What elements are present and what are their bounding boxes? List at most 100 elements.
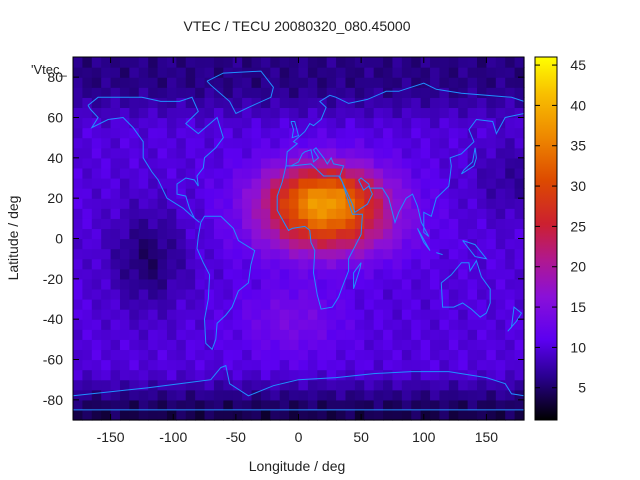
heatmap-cell: [373, 67, 384, 78]
heatmap-cell: [166, 117, 177, 129]
heatmap-cell: [495, 147, 506, 159]
heatmap-cell: [260, 409, 271, 421]
heatmap-cell: [420, 329, 431, 340]
heatmap-cell: [138, 248, 149, 260]
series-key-label: 'Vtec_: [31, 62, 67, 77]
heatmap-cell: [129, 319, 140, 330]
heatmap-cell: [458, 339, 469, 351]
heatmap-cell: [91, 339, 102, 351]
heatmap-cell: [232, 188, 243, 199]
heatmap-cell: [439, 167, 450, 179]
heatmap-cell: [166, 77, 177, 88]
heatmap-cell: [317, 147, 328, 159]
heatmap-cell: [166, 147, 177, 159]
heatmap-cell: [129, 389, 140, 401]
heatmap-cell: [411, 178, 422, 189]
heatmap-cell: [495, 389, 506, 401]
heatmap-cell: [101, 409, 112, 421]
heatmap-cell: [91, 278, 102, 290]
heatmap-cell: [354, 107, 365, 119]
heatmap-cell: [279, 127, 290, 139]
heatmap-cell: [260, 97, 271, 109]
heatmap-cell: [486, 147, 497, 159]
heatmap-cell: [119, 178, 130, 189]
heatmap-cell: [505, 309, 516, 320]
heatmap-cell: [101, 329, 112, 340]
heatmap-cell: [289, 97, 300, 109]
heatmap-cell: [307, 278, 318, 290]
heatmap-cell: [495, 309, 506, 320]
heatmap-cell: [458, 137, 469, 149]
heatmap-cell: [307, 167, 318, 179]
heatmap-cell: [289, 299, 300, 310]
heatmap-cell: [129, 117, 140, 129]
heatmap-cell: [279, 309, 290, 320]
heatmap-cell: [185, 178, 196, 189]
heatmap-cell: [467, 97, 478, 109]
heatmap-cell: [213, 67, 224, 78]
heatmap-cell: [204, 288, 215, 300]
heatmap-cell: [392, 329, 403, 340]
heatmap-cell: [73, 107, 83, 119]
heatmap-cell: [223, 339, 234, 351]
heatmap-cell: [110, 309, 121, 320]
heatmap-cell: [270, 258, 281, 270]
heatmap-cell: [279, 198, 290, 209]
heatmap-cell: [392, 248, 403, 260]
heatmap-cell: [166, 399, 177, 411]
heatmap-cell: [223, 349, 234, 361]
heatmap-cell: [383, 349, 394, 361]
heatmap-cell: [138, 147, 149, 159]
heatmap-cell: [495, 349, 506, 361]
heatmap-cell: [232, 339, 243, 351]
heatmap-cell: [91, 369, 102, 381]
heatmap-cell: [232, 409, 243, 421]
heatmap-cell: [420, 288, 431, 300]
heatmap-cell: [383, 208, 394, 219]
heatmap-cell: [242, 57, 253, 68]
heatmap-cell: [82, 369, 93, 381]
heatmap-cell: [411, 379, 422, 391]
heatmap-cell: [373, 97, 384, 109]
heatmap-cell: [119, 369, 130, 381]
heatmap-cell: [82, 67, 93, 78]
heatmap-cell: [430, 147, 441, 159]
heatmap-cell: [401, 359, 412, 371]
heatmap-cell: [242, 399, 253, 411]
heatmap-cell: [411, 349, 422, 361]
heatmap-cell: [195, 319, 206, 330]
heatmap-cell: [232, 97, 243, 109]
heatmap-cell: [91, 117, 102, 129]
heatmap-cell: [289, 188, 300, 199]
heatmap-cell: [392, 67, 403, 78]
heatmap-cell: [185, 359, 196, 371]
heatmap-cell: [119, 67, 130, 78]
heatmap-cell: [345, 67, 356, 78]
heatmap-cell: [82, 218, 93, 230]
heatmap-cell: [270, 288, 281, 300]
heatmap-cell: [73, 188, 83, 199]
heatmap-cell: [176, 359, 187, 371]
heatmap-cell: [477, 399, 488, 411]
heatmap-cell: [326, 228, 337, 240]
heatmap-cell: [383, 77, 394, 88]
heatmap-cell: [439, 87, 450, 98]
heatmap-cell: [495, 77, 506, 88]
heatmap-cell: [138, 238, 149, 250]
heatmap-cell: [110, 208, 121, 219]
heatmap-cell: [260, 188, 271, 199]
heatmap-cell: [213, 167, 224, 179]
heatmap-cell: [467, 67, 478, 78]
heatmap-cell: [73, 359, 83, 371]
y-tick-label: 0: [55, 231, 63, 247]
heatmap-cell: [195, 278, 206, 290]
heatmap-cell: [448, 409, 459, 421]
heatmap-cell: [82, 167, 93, 179]
heatmap-cell: [448, 389, 459, 401]
heatmap-cell: [101, 399, 112, 411]
heatmap-cell: [495, 218, 506, 230]
heatmap-cell: [129, 369, 140, 381]
heatmap-cell: [336, 288, 347, 300]
heatmap-cell: [505, 258, 516, 270]
